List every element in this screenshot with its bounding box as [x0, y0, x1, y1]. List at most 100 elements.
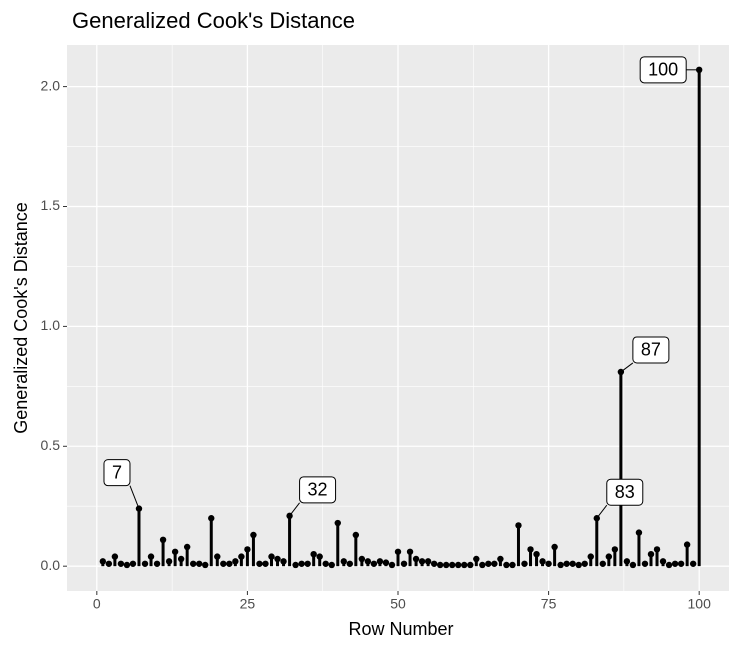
point-label: 87	[641, 340, 661, 360]
point	[226, 560, 233, 567]
point	[418, 558, 426, 565]
y-axis-title: Generalized Cook's Distance	[11, 202, 31, 434]
point	[449, 561, 456, 569]
point	[382, 559, 390, 566]
lollipop	[611, 546, 619, 567]
point	[189, 560, 197, 567]
point	[334, 519, 341, 527]
label-connector	[596, 504, 608, 519]
point	[479, 561, 486, 569]
point	[268, 553, 275, 560]
point	[569, 560, 576, 567]
point-label: 83	[615, 482, 635, 502]
lollipop	[418, 558, 426, 567]
point	[153, 560, 161, 567]
lollipop	[171, 548, 179, 567]
point	[244, 546, 251, 553]
point	[671, 560, 679, 567]
point	[509, 561, 516, 569]
point	[316, 553, 323, 560]
lollipop	[268, 553, 275, 567]
lollipop	[232, 558, 239, 567]
lollipop	[105, 560, 113, 567]
point	[430, 560, 438, 567]
x-tick-label: 25	[240, 596, 256, 612]
point	[256, 560, 263, 567]
lollipop	[117, 560, 125, 567]
point	[322, 560, 329, 567]
lollipop	[551, 543, 558, 567]
lollipop	[322, 560, 329, 567]
lollipop	[485, 560, 492, 567]
lollipop	[400, 560, 408, 567]
point	[208, 515, 215, 522]
point	[563, 560, 570, 567]
point	[171, 548, 179, 555]
point	[515, 522, 522, 529]
lollipop	[189, 560, 197, 567]
lollipop	[388, 561, 396, 569]
lollipop	[358, 555, 366, 567]
point	[665, 561, 673, 569]
lollipop	[605, 553, 613, 567]
lollipop	[533, 550, 540, 567]
lollipop	[123, 561, 131, 569]
point	[183, 543, 191, 551]
point	[436, 561, 444, 569]
lollipop	[623, 558, 631, 567]
point	[165, 558, 173, 565]
lollipop	[503, 561, 510, 569]
lollipop	[569, 560, 576, 567]
point	[533, 550, 540, 558]
lollipop	[352, 531, 360, 567]
point	[467, 561, 474, 569]
point	[394, 548, 402, 555]
point	[364, 558, 372, 565]
lollipop	[575, 561, 582, 569]
lollipop	[629, 561, 637, 569]
lollipop	[220, 560, 227, 567]
label-connector	[620, 362, 634, 373]
point	[527, 546, 534, 553]
lollipop	[165, 558, 173, 567]
label-box	[606, 478, 644, 506]
lollipop	[244, 546, 251, 567]
point	[400, 560, 408, 567]
point	[581, 560, 588, 567]
lollipop	[473, 555, 480, 567]
lollipop	[274, 555, 281, 567]
lollipop	[647, 550, 655, 567]
lollipop	[521, 560, 528, 567]
point	[202, 561, 209, 569]
point	[99, 558, 107, 565]
point	[238, 553, 245, 560]
lollipop	[238, 553, 245, 567]
lollipop	[581, 560, 588, 567]
point	[491, 560, 498, 567]
y-tick-label: 1.5	[41, 197, 61, 213]
point	[641, 560, 649, 567]
point	[412, 555, 420, 563]
lollipop	[304, 560, 311, 567]
point	[274, 555, 281, 563]
x-tick-label: 100	[688, 596, 712, 612]
label-box	[639, 56, 687, 84]
lollipop	[376, 558, 384, 567]
point	[539, 558, 546, 565]
point	[424, 558, 432, 565]
lollipop	[129, 560, 137, 567]
point	[111, 553, 119, 560]
chart-title: Generalized Cook's Distance	[72, 8, 355, 33]
lollipop	[641, 560, 649, 567]
lollipop	[334, 519, 341, 567]
point-label: 32	[308, 480, 328, 500]
point	[304, 560, 311, 567]
label-box	[632, 336, 670, 364]
lollipop	[665, 561, 673, 569]
label-connector	[129, 485, 140, 509]
lollipop	[436, 561, 444, 569]
lollipop	[599, 560, 607, 567]
lollipop	[587, 553, 594, 567]
point	[461, 561, 468, 569]
lollipop	[250, 531, 257, 567]
